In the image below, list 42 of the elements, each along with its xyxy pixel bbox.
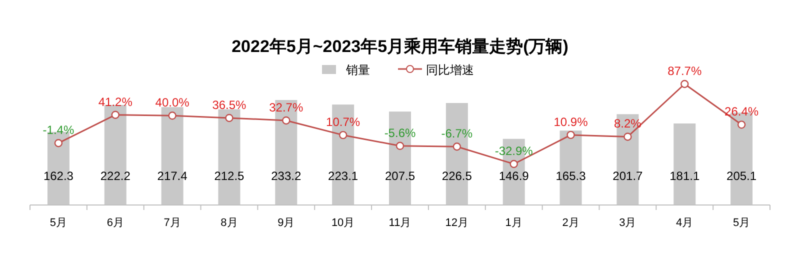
- legend-label: 销量: [345, 63, 370, 77]
- data-label: 41.2%: [98, 94, 133, 109]
- x-tick-label: 4月: [676, 217, 694, 229]
- data-label: 162.3: [43, 169, 74, 183]
- data-label: -32.9%: [494, 144, 534, 158]
- x-tick-label: 2月: [562, 217, 580, 229]
- data-label: 165.3: [556, 169, 586, 183]
- data-label: 40.0%: [155, 96, 190, 110]
- data-label: 10.7%: [326, 115, 360, 130]
- x-tick-label: 3月: [619, 217, 636, 229]
- data-label: 10.9%: [554, 114, 588, 129]
- data-label: 146.9: [498, 169, 530, 183]
- data-label: 222.2: [100, 169, 131, 183]
- x-tick-label: 8月: [220, 217, 238, 229]
- data-label: 223.1: [328, 169, 358, 183]
- data-label: 217.4: [157, 169, 188, 183]
- data-label: 8.2%: [614, 116, 642, 131]
- data-label: 181.1: [670, 169, 700, 183]
- data-label: 201.7: [612, 169, 644, 183]
- data-label: 233.2: [271, 169, 302, 183]
- x-tick-label: 1月: [505, 217, 522, 229]
- data-label: -6.7%: [441, 126, 473, 141]
- x-tick-label: 11月: [388, 217, 412, 229]
- data-label: -5.6%: [384, 126, 416, 140]
- data-label: 226.5: [442, 169, 472, 183]
- data-label: 32.7%: [269, 100, 304, 114]
- chart-title: 2022年5月~2023年5月乘用车销量走势(万辆): [232, 37, 568, 56]
- data-label: 36.5%: [212, 98, 247, 112]
- x-tick-label: 12月: [445, 217, 469, 229]
- data-label: 87.7%: [668, 64, 702, 78]
- data-label: 205.1: [726, 169, 757, 183]
- x-tick-label: 6月: [106, 217, 124, 229]
- data-label: 212.5: [214, 169, 245, 183]
- x-tick-label: 10月: [331, 217, 355, 229]
- data-label: -1.4%: [42, 123, 74, 138]
- legend-label: 同比增速: [426, 63, 474, 77]
- x-tick-label: 5月: [50, 217, 68, 229]
- x-tick-label: 7月: [164, 217, 181, 229]
- data-label: 26.4%: [724, 104, 759, 119]
- x-tick-label: 5月: [732, 217, 750, 229]
- data-label: 207.5: [384, 169, 416, 183]
- x-tick-label: 9月: [278, 217, 295, 229]
